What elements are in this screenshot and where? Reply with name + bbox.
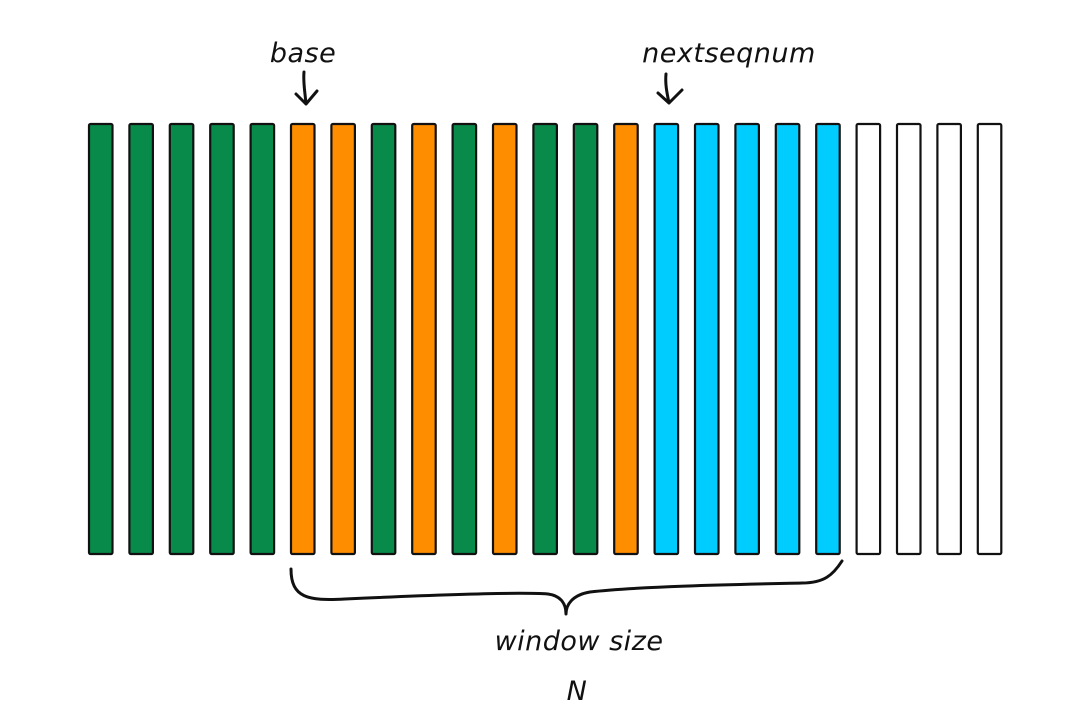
seq-cell-not-usable: [855, 122, 882, 556]
seq-cell-acked: [451, 122, 478, 556]
sequence-cells: [87, 122, 1003, 556]
seq-cell-usable-not-sent: [815, 122, 841, 556]
seq-cell-acked: [572, 122, 599, 556]
seq-cell-not-usable: [895, 122, 922, 556]
window-n-label: N: [567, 676, 588, 707]
seq-cell-sent-not-acked: [491, 122, 518, 556]
seq-cell-usable-not-sent: [693, 122, 720, 556]
seq-cell-acked: [370, 122, 397, 556]
base-label: base: [270, 38, 336, 69]
seq-cell-acked: [249, 122, 276, 556]
seq-cell-usable-not-sent: [734, 122, 761, 556]
window-brace: [289, 559, 844, 616]
seq-cell-acked: [209, 122, 235, 556]
seq-cell-sent-not-acked: [411, 122, 437, 556]
seq-cell-sent-not-acked: [330, 122, 356, 556]
seq-cell-acked: [168, 122, 195, 556]
seq-cell-not-usable: [976, 122, 1003, 556]
seq-cell-sent-not-acked: [613, 122, 639, 556]
seq-cell-usable-not-sent: [774, 122, 801, 556]
seq-cell-sent-not-acked: [289, 122, 316, 556]
seq-cell-not-usable: [936, 122, 963, 556]
seq-cell-acked: [532, 122, 559, 556]
base-arrow-icon: [294, 70, 319, 106]
nextseqnum-arrow-icon: [656, 72, 684, 105]
seq-cell-acked: [87, 122, 114, 556]
nextseqnum-label: nextseqnum: [642, 38, 816, 69]
window-size-label: window size: [495, 626, 664, 657]
seq-cell-acked: [128, 122, 154, 556]
seq-cell-usable-not-sent: [653, 122, 680, 556]
